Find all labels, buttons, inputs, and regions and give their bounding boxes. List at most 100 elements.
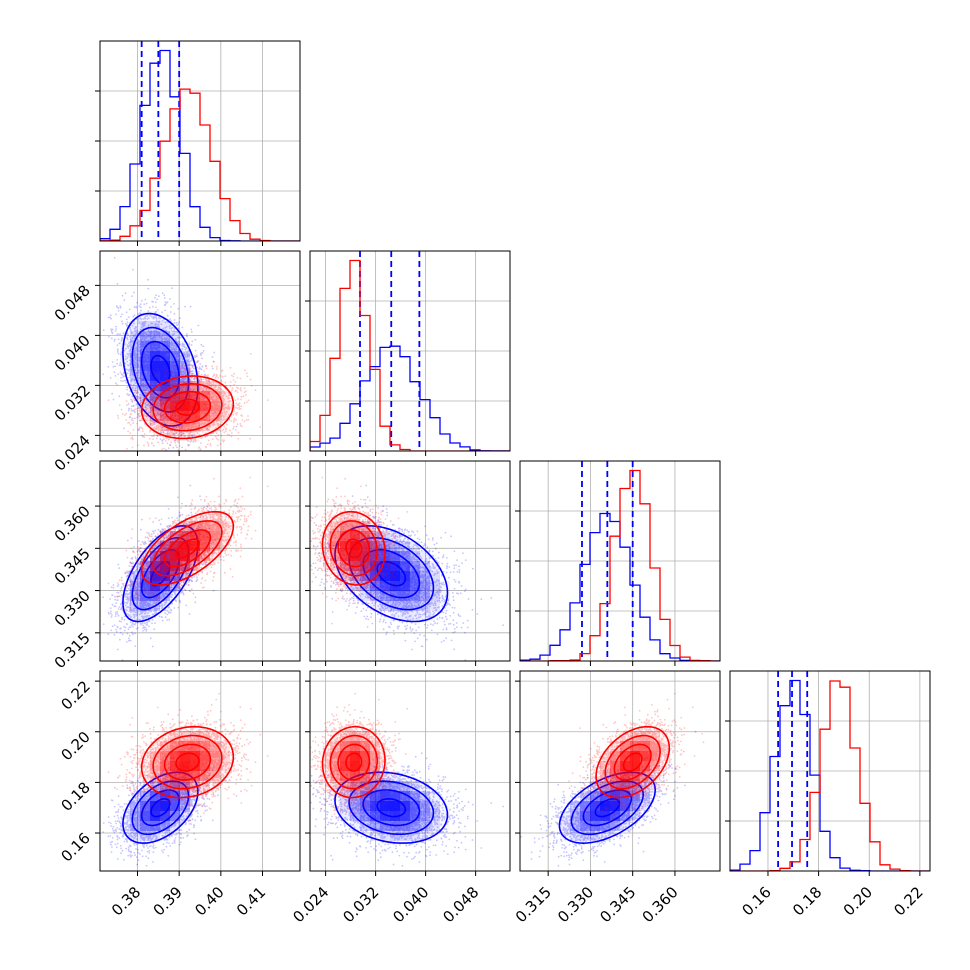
scatter-point xyxy=(247,418,250,421)
scatter-point xyxy=(133,348,136,350)
scatter-point xyxy=(170,327,173,330)
scatter-point xyxy=(147,348,150,351)
scatter-point xyxy=(128,350,131,352)
scatter-point xyxy=(148,411,151,414)
scatter-point xyxy=(181,388,184,391)
scatter-point xyxy=(139,402,142,404)
scatter-point xyxy=(141,332,144,335)
scatter-point xyxy=(179,357,182,360)
scatter-point xyxy=(181,364,184,367)
scatter-point xyxy=(115,313,117,316)
scatter-point xyxy=(173,329,176,331)
scatter-point xyxy=(162,418,165,420)
scatter-point xyxy=(178,355,181,357)
scatter-point xyxy=(158,317,160,319)
scatter-point xyxy=(186,333,188,335)
scatter-point xyxy=(187,368,190,370)
scatter-point xyxy=(179,366,182,369)
scatter-point xyxy=(155,404,158,407)
scatter-point xyxy=(134,389,137,392)
scatter-point xyxy=(153,335,156,338)
scatter-point xyxy=(123,427,125,430)
scatter-point xyxy=(188,353,190,355)
scatter-point xyxy=(152,316,155,319)
scatter-point xyxy=(157,402,160,404)
scatter-point xyxy=(154,376,157,378)
scatter-point xyxy=(186,356,189,358)
scatter-point xyxy=(114,375,117,377)
scatter-point xyxy=(201,357,203,360)
density-cell xyxy=(130,361,140,371)
scatter-point xyxy=(171,350,174,353)
scatter-point xyxy=(200,368,203,371)
scatter-point xyxy=(137,313,140,315)
scatter-point xyxy=(235,418,238,421)
scatter-point xyxy=(140,426,143,429)
scatter-point xyxy=(135,306,138,309)
scatter-point xyxy=(177,354,180,357)
scatter-point xyxy=(239,377,242,380)
scatter-point xyxy=(133,306,136,309)
scatter-point xyxy=(168,338,171,341)
scatter-point xyxy=(128,352,130,355)
scatter-point xyxy=(178,441,181,444)
scatter-point xyxy=(132,429,135,431)
scatter-point xyxy=(111,361,114,363)
scatter-point xyxy=(147,348,150,350)
scatter-point xyxy=(223,431,226,434)
scatter-point xyxy=(149,417,152,420)
scatter-point xyxy=(135,349,138,352)
scatter-point xyxy=(112,365,115,368)
scatter-point xyxy=(162,333,165,335)
scatter-point xyxy=(134,361,137,364)
scatter-point xyxy=(128,369,131,372)
scatter-point xyxy=(135,372,137,374)
scatter-point xyxy=(180,434,183,437)
scatter-point xyxy=(145,347,148,350)
scatter-point xyxy=(116,282,119,285)
scatter-point xyxy=(140,341,143,344)
scatter-point xyxy=(117,338,120,341)
scatter-point xyxy=(185,388,188,391)
scatter-point xyxy=(126,325,128,327)
scatter-point xyxy=(164,463,166,465)
scatter-point xyxy=(157,413,160,416)
scatter-point xyxy=(181,424,184,426)
scatter-point xyxy=(138,339,140,342)
scatter-point xyxy=(143,303,146,305)
scatter-point xyxy=(129,362,132,364)
scatter-point xyxy=(142,318,145,320)
scatter-point xyxy=(117,352,120,355)
scatter-point xyxy=(145,403,148,406)
scatter-point xyxy=(130,409,133,412)
scatter-point xyxy=(156,435,159,437)
scatter-point xyxy=(144,317,147,320)
scatter-point xyxy=(130,412,133,415)
scatter-point xyxy=(137,365,140,367)
scatter-point xyxy=(129,364,132,366)
scatter-point xyxy=(182,343,185,346)
scatter-point xyxy=(207,456,209,458)
scatter-point xyxy=(152,339,155,342)
scatter-point xyxy=(149,331,151,334)
scatter-point xyxy=(102,373,105,376)
scatter-point xyxy=(170,343,172,345)
scatter-point xyxy=(148,334,150,337)
scatter-point xyxy=(134,358,137,361)
scatter-point xyxy=(148,348,151,351)
scatter-point xyxy=(181,446,184,449)
scatter-point xyxy=(137,317,140,320)
scatter-point xyxy=(139,387,142,390)
scatter-point xyxy=(180,336,182,339)
scatter-point xyxy=(206,379,209,382)
scatter-point xyxy=(148,335,151,338)
scatter-point xyxy=(96,376,98,378)
scatter-point xyxy=(141,386,144,388)
scatter-point xyxy=(183,345,185,348)
scatter-point xyxy=(191,434,194,436)
scatter-point xyxy=(150,331,153,334)
scatter-point xyxy=(173,351,176,353)
scatter-point xyxy=(150,322,153,325)
scatter-point xyxy=(152,300,155,303)
scatter-point xyxy=(181,366,184,369)
